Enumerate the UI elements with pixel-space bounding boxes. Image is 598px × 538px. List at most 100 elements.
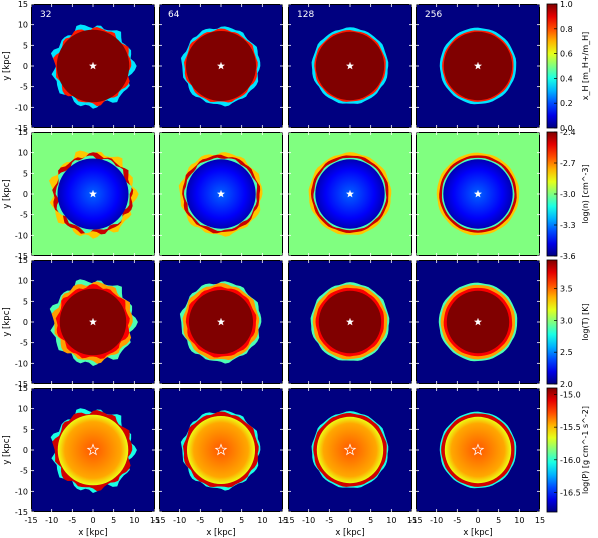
y-tick-label: 10 <box>18 149 28 158</box>
x-tick-label: 10 <box>514 516 524 525</box>
panel-r2-c2 <box>287 259 413 385</box>
colorbars: 0.0 0.2 0.4 0.6 0.8 1.0 x_H [m_H+/m_H] -2.4 -2.7… <box>546 0 590 513</box>
x-tick-label: 5 <box>111 516 116 525</box>
colorbar-tick-label: 2.5 <box>560 348 573 357</box>
x-tick-label: -15 <box>152 516 165 525</box>
y-tick-label: -15 <box>15 380 28 389</box>
colorbar-tick-label: 0.2 <box>560 99 573 108</box>
source-star-icon <box>88 317 98 326</box>
panel-r3-c2: -15 -10 -5 0 5 10 15 x [kpc] <box>281 387 417 538</box>
panel-r2-c1 <box>158 259 284 385</box>
source-star-icon <box>214 443 228 456</box>
colorbar-label: log(T) [K] <box>581 303 590 340</box>
source-star-icon <box>343 443 357 456</box>
colorbar-tick-label: -15.0 <box>560 391 581 400</box>
x-tick-label: -15 <box>24 516 37 525</box>
x-tick-label: 10 <box>257 516 267 525</box>
y-tick-label: 10 <box>18 277 28 286</box>
y-tick-label: -10 <box>15 103 28 112</box>
y-tick-label: 0 <box>23 318 28 327</box>
panel-r1-c0: -15 -10 -5 0 5 10 15 y [kpc] <box>2 128 156 261</box>
x-tick-label: 0 <box>347 516 352 525</box>
x-axis-label: x [kpc] <box>335 528 364 538</box>
y-tick-label: 10 <box>18 21 28 30</box>
x-tick-label: 10 <box>129 516 139 525</box>
source-star-icon <box>88 189 98 198</box>
colorbar-tick-label: 0.0 <box>560 124 573 133</box>
x-tick-label: -5 <box>453 516 461 525</box>
colorbar-gradient-bar <box>546 387 558 513</box>
y-tick-label: 5 <box>23 169 28 178</box>
x-tick-label: -10 <box>302 516 315 525</box>
source-star-icon <box>216 317 226 326</box>
panel-r1-c2 <box>287 131 413 257</box>
x-tick-label: -5 <box>196 516 204 525</box>
x-tick-label: 10 <box>386 516 396 525</box>
x-tick-label: -10 <box>173 516 186 525</box>
y-tick-label: 5 <box>23 41 28 50</box>
colorbar-tick-label: 3.0 <box>560 316 573 325</box>
y-axis-label: y [kpc] <box>2 307 12 336</box>
source-star-icon <box>473 61 483 70</box>
colorbar-r3: -15.0 -15.5 -16.0 -16.5 log(P) [g cm^-1 s^-2… <box>546 387 590 513</box>
y-tick-label: -5 <box>20 467 28 476</box>
colorbar-tick-label: -2.7 <box>560 159 576 168</box>
y-tick-label: -5 <box>20 211 28 220</box>
y-tick-label: 10 <box>18 405 28 414</box>
x-tick-label: 5 <box>239 516 244 525</box>
x-tick-label: -5 <box>68 516 76 525</box>
panel-r0-c0: 32 -15 -10 -5 0 5 10 15 y [kpc] <box>2 0 156 133</box>
colorbar-tick-label: -15.5 <box>560 423 581 432</box>
panel-r0-c3: 256 <box>415 3 541 129</box>
colorbar-tick-label: -16.5 <box>560 488 581 497</box>
colorbar-tick-label: -3.0 <box>560 190 576 199</box>
y-tick-label: 15 <box>18 384 28 393</box>
colorbar-tick-label: -2.4 <box>560 128 576 137</box>
x-tick-label: 5 <box>496 516 501 525</box>
x-tick-label: 15 <box>278 516 288 525</box>
colorbar-tick-label: 0.4 <box>560 74 573 83</box>
source-star-icon <box>88 61 98 70</box>
panel-r1-c3 <box>415 131 541 257</box>
y-tick-label: 15 <box>18 0 28 9</box>
y-tick-label: 5 <box>23 425 28 434</box>
x-tick-label: 5 <box>368 516 373 525</box>
panel-grid: 32 -15 -10 -5 0 5 10 15 y [kpc] 64 128 256 -15 -10 -5 0… <box>2 0 545 538</box>
x-axis-label: x [kpc] <box>463 528 492 538</box>
x-tick-label: 15 <box>150 516 160 525</box>
source-star-icon <box>216 189 226 198</box>
x-tick-label: 15 <box>535 516 545 525</box>
panel-r3-c3: -15 -10 -5 0 5 10 15 x [kpc] <box>409 387 545 538</box>
x-tick-label: 15 <box>407 516 417 525</box>
source-star-icon <box>473 189 483 198</box>
y-tick-label: 5 <box>23 297 28 306</box>
source-star-icon <box>473 317 483 326</box>
y-tick-label: -15 <box>15 124 28 133</box>
colorbar-tick-label: 0.8 <box>560 25 573 34</box>
source-star-icon <box>471 443 485 456</box>
colorbar-gradient-bar <box>546 3 558 129</box>
x-tick-label: -10 <box>45 516 58 525</box>
y-tick-label: -10 <box>15 487 28 496</box>
x-tick-label: -15 <box>281 516 294 525</box>
y-tick-label: -10 <box>15 231 28 240</box>
x-tick-label: 0 <box>218 516 223 525</box>
panel-r0-c2: 128 <box>287 3 413 129</box>
y-tick-label: 0 <box>23 190 28 199</box>
column-label: 64 <box>168 10 180 20</box>
colorbar-tick-label: 0.6 <box>560 50 573 59</box>
colorbar-r0: 0.0 0.2 0.4 0.6 0.8 1.0 x_H [m_H+/m_H] <box>546 0 590 133</box>
column-label: 32 <box>40 10 51 20</box>
x-axis-label: x [kpc] <box>78 528 107 538</box>
colorbar-tick-label: 3.5 <box>560 285 573 294</box>
colorbar-gradient-bar <box>546 259 558 385</box>
panel-r3-c1: -15 -10 -5 0 5 10 15 x [kpc] <box>152 387 288 538</box>
y-tick-label: 15 <box>18 128 28 137</box>
colorbar-label: log(P) [g cm^-1 s^-2] <box>581 406 590 494</box>
colorbar-tick-label: 2.0 <box>560 380 573 389</box>
colorbar-label: log(n) [cm^-3] <box>581 164 590 223</box>
source-star-icon <box>345 61 355 70</box>
column-label: 256 <box>425 10 442 20</box>
panel-r0-c1: 64 <box>158 3 284 129</box>
